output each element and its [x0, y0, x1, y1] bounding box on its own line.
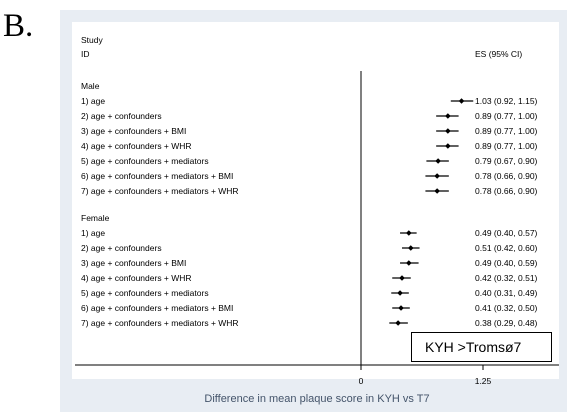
- plot-area: [72, 22, 559, 379]
- row-label: 7) age + confounders + mediators + WHR: [81, 186, 239, 196]
- row-label: 3) age + confounders + BMI: [81, 126, 186, 136]
- es-ci-text: 0.89 (0.77, 1.00): [475, 141, 538, 151]
- point-estimate: [399, 275, 405, 281]
- row-label: 2) age + confounders: [81, 111, 162, 121]
- es-ci-text: 0.51 (0.42, 0.60): [475, 243, 538, 253]
- point-estimate: [435, 158, 441, 164]
- point-estimate: [397, 290, 403, 296]
- point-estimate: [445, 113, 451, 119]
- header-es: ES (95% CI): [475, 49, 522, 59]
- row-label: 4) age + confounders + WHR: [81, 273, 192, 283]
- point-estimate: [406, 230, 412, 236]
- es-ci-text: 0.89 (0.77, 1.00): [475, 126, 538, 136]
- es-ci-text: 0.49 (0.40, 0.57): [475, 228, 538, 238]
- kyh-vs-tromso-annotation: KYH >Tromsø7: [411, 332, 552, 362]
- x-tick-label: 1.25: [475, 376, 492, 386]
- header-id: ID: [81, 49, 90, 59]
- row-label: 6) age + confounders + mediators + BMI: [81, 171, 233, 181]
- es-ci-text: 0.89 (0.77, 1.00): [475, 111, 538, 121]
- point-estimate: [434, 173, 440, 179]
- es-ci-text: 0.42 (0.32, 0.51): [475, 273, 538, 283]
- row-label: 4) age + confounders + WHR: [81, 141, 192, 151]
- row-label: 5) age + confounders + mediators: [81, 288, 209, 298]
- point-estimate: [458, 98, 465, 104]
- point-estimate: [445, 143, 451, 149]
- es-ci-text: 1.03 (0.92, 1.15): [475, 96, 538, 106]
- panel-label: B.: [3, 8, 34, 44]
- row-label: 1) age: [81, 96, 105, 106]
- es-ci-text: 0.49 (0.40, 0.59): [475, 258, 538, 268]
- es-ci-text: 0.38 (0.29, 0.48): [475, 318, 538, 328]
- point-estimate: [395, 320, 401, 326]
- es-ci-text: 0.40 (0.31, 0.49): [475, 288, 538, 298]
- row-label: 3) age + confounders + BMI: [81, 258, 186, 268]
- header-study: Study: [81, 35, 103, 45]
- group-label: Female: [81, 213, 110, 223]
- es-ci-text: 0.78 (0.66, 0.90): [475, 186, 538, 196]
- point-estimate: [407, 245, 414, 251]
- row-label: 5) age + confounders + mediators: [81, 156, 209, 166]
- row-label: 7) age + confounders + mediators + WHR: [81, 318, 239, 328]
- es-ci-text: 0.79 (0.67, 0.90): [475, 156, 538, 166]
- point-estimate: [406, 260, 412, 266]
- row-label: 2) age + confounders: [81, 243, 162, 253]
- x-tick-label: 0: [359, 376, 364, 386]
- row-label: 1) age: [81, 228, 105, 238]
- group-label: Male: [81, 81, 100, 91]
- point-estimate: [398, 305, 404, 311]
- row-label: 6) age + confounders + mediators + BMI: [81, 303, 233, 313]
- es-ci-text: 0.41 (0.32, 0.50): [475, 303, 538, 313]
- x-axis-label: Difference in mean plaque score in KYH v…: [204, 393, 429, 405]
- point-estimate: [445, 128, 451, 134]
- point-estimate: [434, 188, 440, 194]
- es-ci-text: 0.78 (0.66, 0.90): [475, 171, 538, 181]
